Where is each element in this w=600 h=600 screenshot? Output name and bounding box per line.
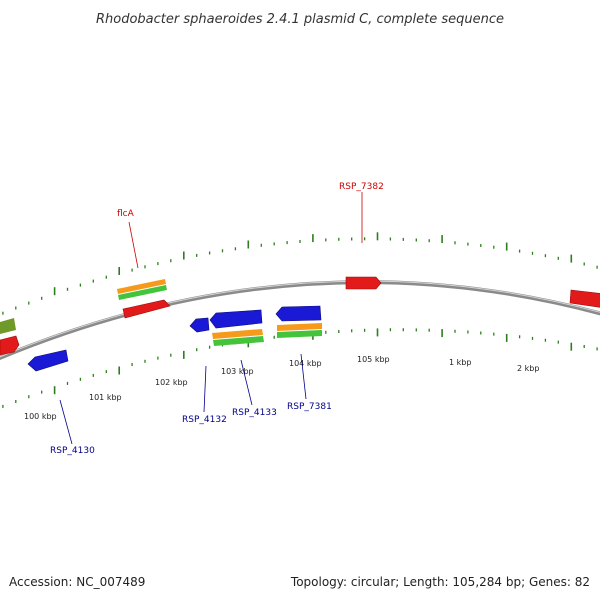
gene-label-RSP_4130[interactable]: RSP_4130 xyxy=(50,446,95,456)
gene-RSP_7381[interactable] xyxy=(275,305,322,322)
gene-olive-left-edge[interactable] xyxy=(0,318,16,334)
scale-label-2kbp: 2 kbp xyxy=(517,364,539,373)
gene-flcA-arrow[interactable] xyxy=(122,299,171,319)
gene-red-left-edge[interactable] xyxy=(0,335,20,356)
gene-RSP_4130-arrow[interactable] xyxy=(27,349,69,372)
gene-label-RSP_4133[interactable]: RSP_4133 xyxy=(232,408,277,418)
leader-RSP_7381 xyxy=(300,353,307,400)
gene-label-RSP_7381[interactable]: RSP_7381 xyxy=(287,402,332,412)
accession-text: Accession: NC_007489 xyxy=(9,575,146,589)
gene-green-bar-3[interactable] xyxy=(277,330,322,338)
gene-RSP_4130[interactable] xyxy=(27,349,69,372)
leader-RSP_4133 xyxy=(240,359,253,406)
scale-label-105kbp: 105 kbp xyxy=(357,355,390,364)
map-title: Rhodobacter sphaeroides 2.4.1 plasmid C,… xyxy=(96,12,504,27)
gene-RSP_4133-arrow[interactable] xyxy=(209,309,263,329)
gene-label-flcA[interactable]: flcA xyxy=(117,209,135,219)
gene-label-RSP_4132[interactable]: RSP_4132 xyxy=(182,415,227,425)
gene-RSP_4132[interactable] xyxy=(189,317,210,333)
gene-green-bar-1[interactable] xyxy=(118,285,167,300)
scale-label-103kbp: 103 kbp xyxy=(221,367,254,376)
gene-RSP_4133[interactable] xyxy=(209,309,263,329)
gene-label-RSP_7382[interactable]: RSP_7382 xyxy=(339,182,384,192)
gene-RSP_7382-arrow[interactable] xyxy=(345,276,382,290)
scale-label-104kbp: 104 kbp xyxy=(289,359,322,368)
gene-orange-bar-2[interactable] xyxy=(212,329,263,339)
plasmid-backbone-highlight xyxy=(0,280,600,358)
gene-green-bar-2[interactable] xyxy=(213,336,264,346)
outer-tick-ring xyxy=(2,232,598,315)
plasmid-backbone xyxy=(0,280,600,361)
gene-orange-bar-1[interactable] xyxy=(117,279,166,294)
gene-red-right-edge[interactable] xyxy=(569,289,600,308)
gene-RSP_7381-arrow[interactable] xyxy=(275,305,322,322)
scale-label-101kbp: 101 kbp xyxy=(89,393,122,402)
leader-RSP_4130 xyxy=(59,399,73,445)
leader-RSP_4132 xyxy=(203,365,207,413)
gene-flcA[interactable] xyxy=(122,299,171,319)
gene-orange-bar-3[interactable] xyxy=(277,323,322,331)
topology-summary: Topology: circular; Length: 105,284 bp; … xyxy=(290,575,590,589)
scale-label-102kbp: 102 kbp xyxy=(155,378,188,387)
scale-label-100kbp: 100 kbp xyxy=(24,412,57,421)
scale-label-1kbp: 1 kbp xyxy=(449,358,471,367)
gene-RSP_7382[interactable] xyxy=(345,276,382,290)
leader-flcA xyxy=(128,221,139,269)
gene-RSP_4132-arrow[interactable] xyxy=(189,317,210,333)
